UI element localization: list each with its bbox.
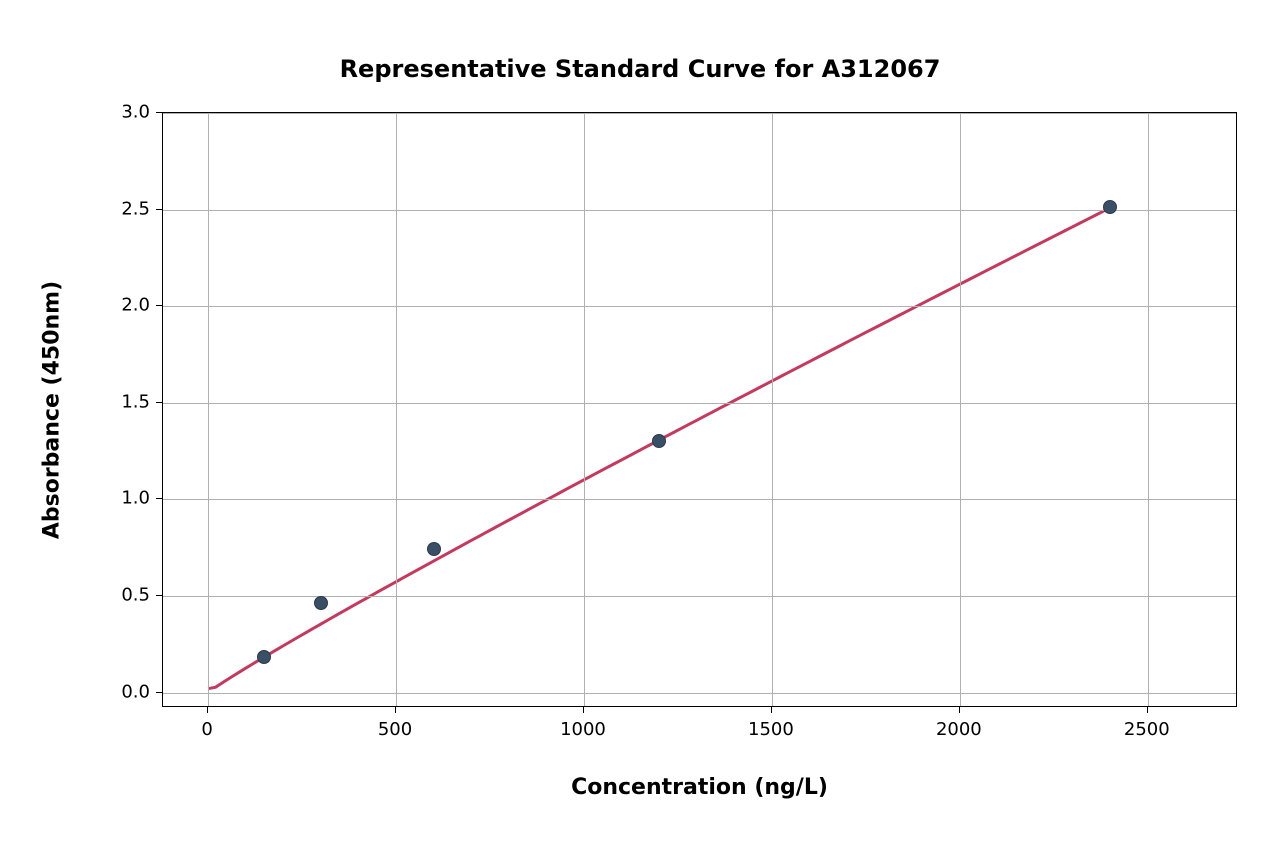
x-tick-label: 1000 bbox=[560, 719, 606, 740]
plot-area bbox=[162, 112, 1237, 707]
y-tick bbox=[156, 112, 162, 113]
y-tick-label: 1.0 bbox=[112, 488, 150, 509]
y-tick-label: 1.5 bbox=[112, 391, 150, 412]
x-tick-label: 2500 bbox=[1124, 719, 1170, 740]
grid-line-vertical bbox=[396, 113, 397, 706]
chart-container: Representative Standard Curve for A31206… bbox=[0, 0, 1280, 845]
chart-title: Representative Standard Curve for A31206… bbox=[0, 55, 1280, 83]
x-tick-label: 0 bbox=[201, 719, 212, 740]
grid-line-vertical bbox=[772, 113, 773, 706]
grid-line-horizontal bbox=[163, 693, 1236, 694]
y-tick-label: 0.5 bbox=[112, 584, 150, 605]
y-tick bbox=[156, 209, 162, 210]
data-point bbox=[427, 542, 441, 556]
x-tick bbox=[1147, 707, 1148, 713]
x-axis-label: Concentration (ng/L) bbox=[571, 775, 828, 800]
data-point bbox=[1103, 200, 1117, 214]
grid-line-vertical bbox=[960, 113, 961, 706]
data-point bbox=[314, 596, 328, 610]
x-tick bbox=[395, 707, 396, 713]
y-tick bbox=[156, 595, 162, 596]
y-axis-label: Absorbance (450nm) bbox=[40, 280, 65, 538]
y-tick-label: 2.0 bbox=[112, 295, 150, 316]
grid-line-horizontal bbox=[163, 306, 1236, 307]
x-tick bbox=[771, 707, 772, 713]
y-tick-label: 3.0 bbox=[112, 102, 150, 123]
grid-line-horizontal bbox=[163, 403, 1236, 404]
data-point bbox=[257, 650, 271, 664]
y-tick bbox=[156, 692, 162, 693]
y-tick-label: 0.0 bbox=[112, 681, 150, 702]
grid-line-horizontal bbox=[163, 499, 1236, 500]
x-tick bbox=[959, 707, 960, 713]
x-tick-label: 2000 bbox=[936, 719, 982, 740]
grid-line-horizontal bbox=[163, 113, 1236, 114]
x-tick-label: 500 bbox=[378, 719, 412, 740]
grid-line-vertical bbox=[208, 113, 209, 706]
x-tick-label: 1500 bbox=[748, 719, 794, 740]
x-tick bbox=[207, 707, 208, 713]
curve-layer bbox=[163, 113, 1238, 708]
x-tick bbox=[583, 707, 584, 713]
y-tick bbox=[156, 498, 162, 499]
grid-line-horizontal bbox=[163, 210, 1236, 211]
grid-line-vertical bbox=[1148, 113, 1149, 706]
y-tick bbox=[156, 305, 162, 306]
grid-line-vertical bbox=[584, 113, 585, 706]
y-tick-label: 2.5 bbox=[112, 198, 150, 219]
y-tick bbox=[156, 402, 162, 403]
data-point bbox=[652, 434, 666, 448]
